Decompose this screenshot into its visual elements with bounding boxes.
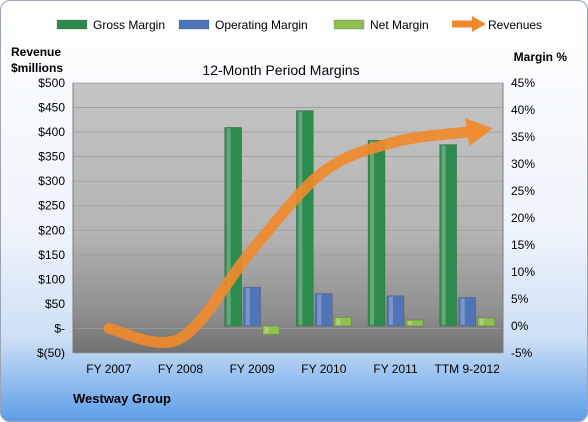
left-tick-label: $150 [38, 248, 65, 262]
legend-swatch [333, 19, 365, 30]
operating-margin-bar [315, 293, 333, 327]
bar-highlight [479, 318, 484, 325]
bar-highlight [298, 111, 303, 325]
net-margin-bar [334, 317, 352, 327]
net-margin-bar [405, 319, 424, 327]
left-tick-label: $300 [38, 174, 65, 188]
revenue-line [103, 118, 493, 348]
left-tick-label: $250 [38, 199, 65, 213]
left-tick-label: $50 [45, 297, 65, 311]
left-tick-label: $200 [38, 223, 65, 237]
left-tick-label: $500 [38, 76, 65, 90]
left-tick-label: $400 [38, 125, 65, 139]
right-tick-label: -5% [511, 346, 533, 360]
left-tick-label: $450 [38, 101, 65, 115]
category-label: FY 2010 [301, 362, 346, 376]
legend-swatch-arrow [472, 16, 486, 32]
company-name: Westway Group [73, 391, 171, 406]
left-axis-label-line1: Revenue [11, 45, 61, 59]
left-axis-label-line2: $millions [11, 61, 63, 75]
gross-margin-bar [296, 110, 314, 327]
category-label: FY 2009 [230, 362, 275, 376]
right-tick-label: 10% [511, 265, 535, 279]
legend-swatch [178, 19, 210, 30]
category-label: FY 2008 [158, 362, 203, 376]
bar-highlight [226, 128, 231, 325]
right-tick-label: 45% [511, 76, 535, 90]
bar-highlight [370, 141, 374, 325]
gridlines [72, 82, 504, 354]
gross-margin-bar [439, 144, 457, 327]
right-axis-ticks: -5% 0% 5% 10% 15% 20% 25% 30% 35% 40% 45% [511, 76, 535, 360]
operating-margin-bar [386, 295, 405, 327]
legend-label: Operating Margin [215, 18, 308, 32]
right-tick-label: 35% [511, 130, 535, 144]
net-margin-bar [262, 325, 280, 335]
bar-highlight [317, 294, 322, 325]
left-tick-label: $350 [38, 150, 65, 164]
left-axis-ticks: $(50) $- $50 $100 $150 $200 $250 $300 $350 $400 $4… [37, 76, 65, 360]
right-tick-label: 20% [511, 211, 535, 225]
legend-label: Revenues [488, 18, 542, 32]
net-margin-bar [477, 317, 495, 327]
legend-label: Net Margin [370, 18, 429, 32]
bar-highlight [336, 318, 341, 325]
left-tick-label: $(50) [37, 346, 65, 360]
right-tick-label: 15% [511, 238, 535, 252]
legend: Gross Margin Operating Margin Net Margin Re… [56, 16, 542, 32]
category-labels: FY 2007 FY 2008 FY 2009 FY 2010 FY 2011 TTM 9… [86, 362, 500, 376]
left-tick-label: $- [54, 321, 65, 335]
revenue-arrowhead [465, 118, 493, 146]
bar-highlight [460, 298, 465, 325]
chart-title: 12-Month Period Margins [202, 62, 359, 78]
bar-highlight [264, 327, 269, 334]
right-tick-label: 0% [511, 319, 529, 333]
legend-swatch [56, 19, 88, 30]
operating-margin-bar [458, 297, 476, 327]
right-axis-label: Margin % [514, 50, 568, 64]
gross-margin-bar [367, 139, 386, 327]
bar-highlight [408, 321, 412, 325]
right-tick-label: 30% [511, 157, 535, 171]
revenue-line-path [103, 126, 473, 348]
plot-area [73, 83, 503, 353]
category-label: TTM 9-2012 [434, 362, 500, 376]
right-tick-label: 5% [511, 292, 529, 306]
category-label: FY 2007 [86, 362, 131, 376]
bar-highlight [441, 145, 446, 325]
legend-label: Gross Margin [93, 18, 165, 32]
right-tick-label: 25% [511, 184, 535, 198]
left-tick-label: $100 [38, 272, 65, 286]
category-label: FY 2011 [373, 362, 418, 376]
bar-highlight [245, 288, 250, 325]
bar-highlight [389, 296, 393, 325]
operating-margin-bar [243, 286, 261, 327]
right-tick-label: 40% [511, 103, 535, 117]
